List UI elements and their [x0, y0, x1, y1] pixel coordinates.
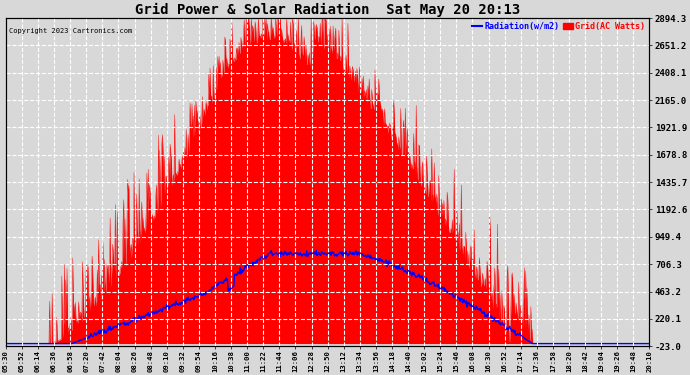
Legend: Radiation(w/m2), Grid(AC Watts): Radiation(w/m2), Grid(AC Watts) [472, 22, 645, 31]
Title: Grid Power & Solar Radiation  Sat May 20 20:13: Grid Power & Solar Radiation Sat May 20 … [135, 3, 520, 17]
Text: Copyright 2023 Cartronics.com: Copyright 2023 Cartronics.com [9, 28, 132, 34]
